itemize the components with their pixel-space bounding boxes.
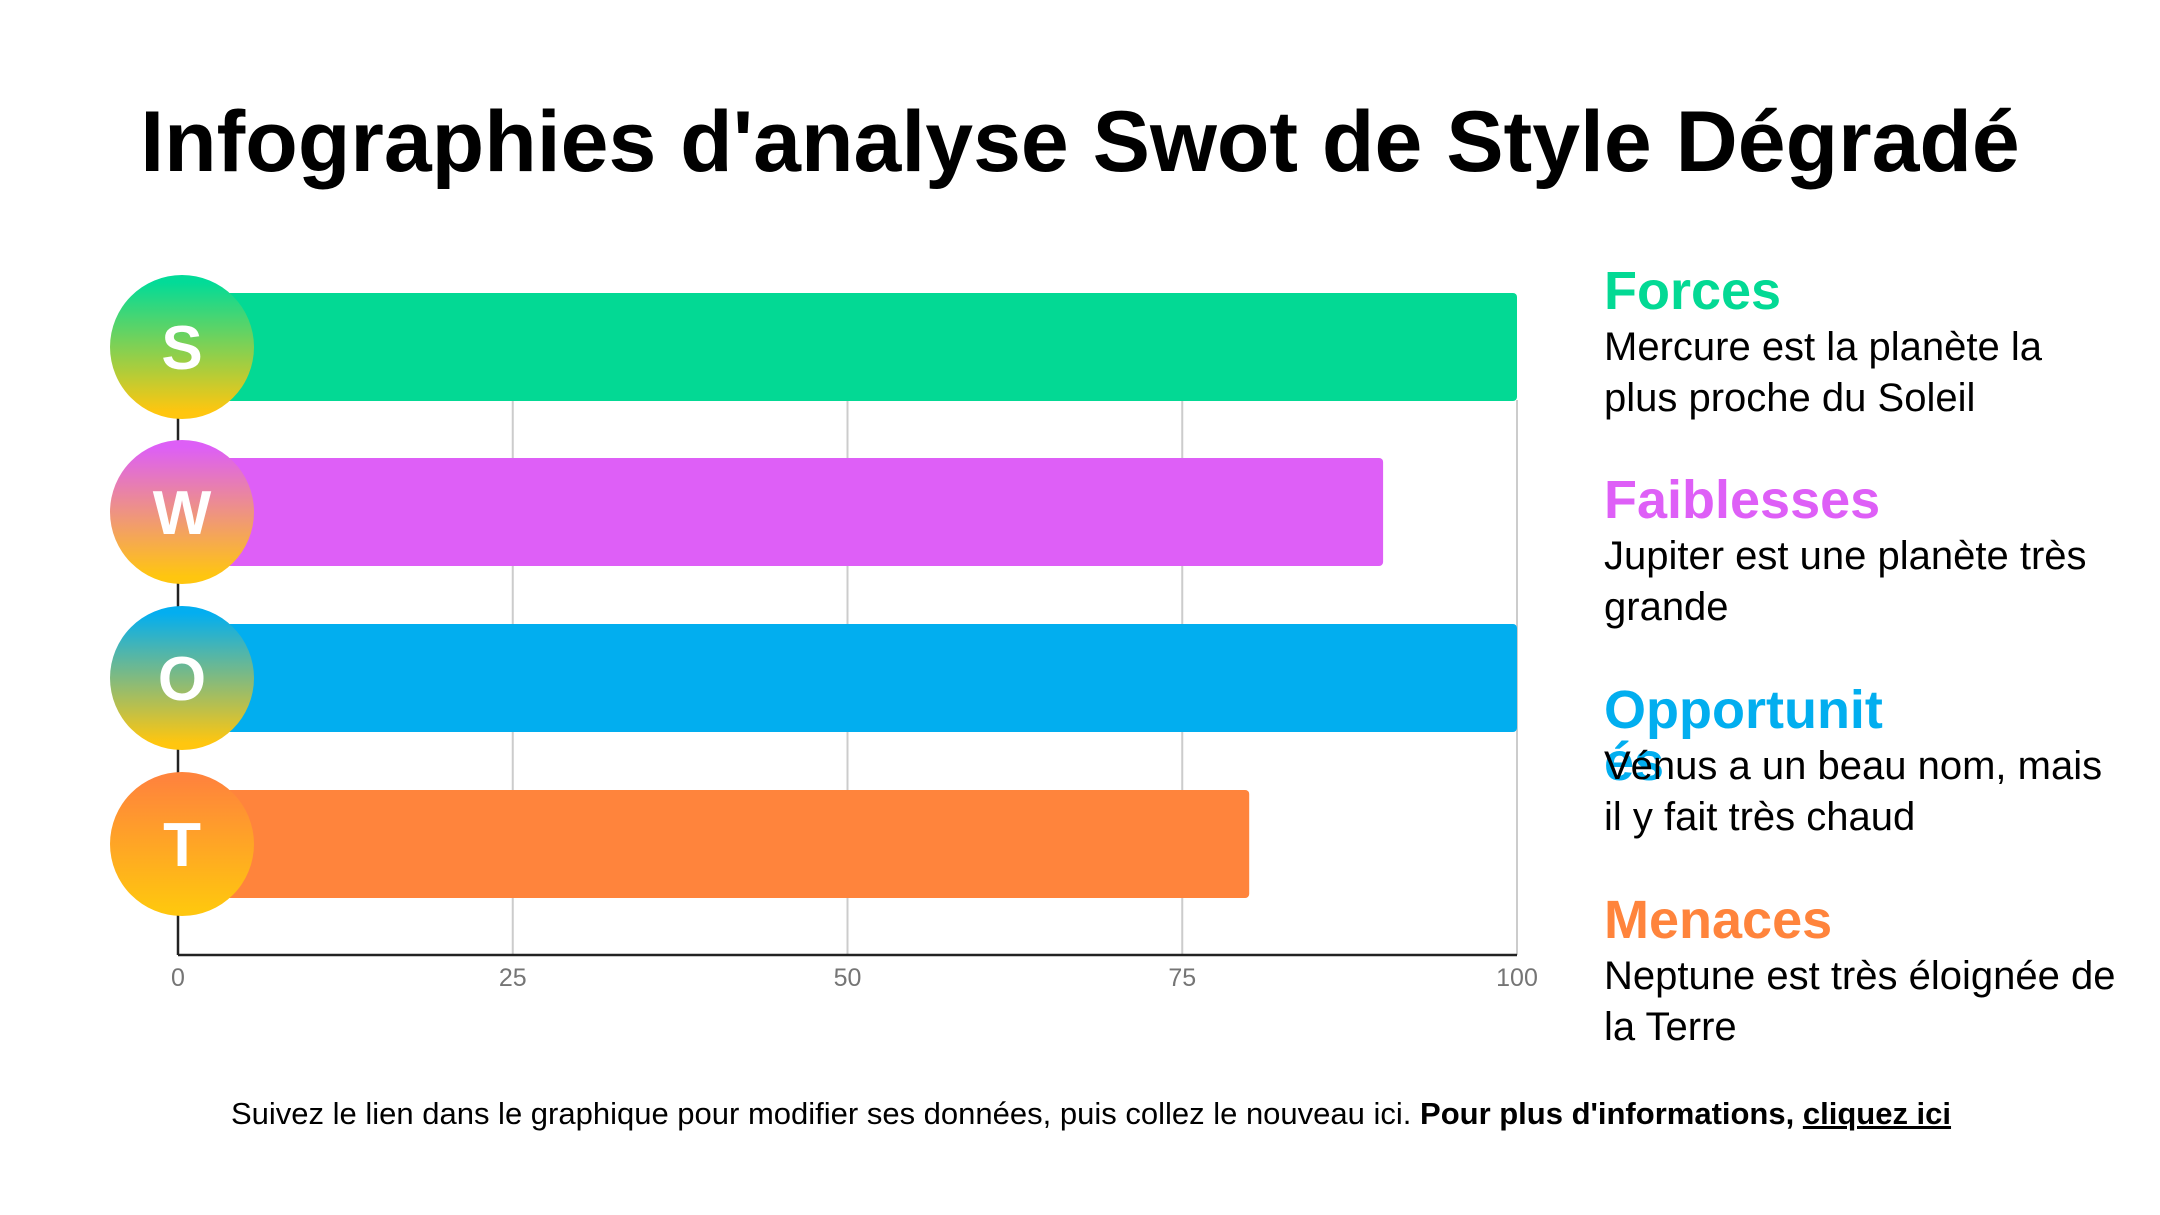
badge-letter-S: S xyxy=(161,314,202,383)
swot-bar-chart[interactable]: S W O T 0 25 50 75 100 xyxy=(0,0,1560,1020)
badge-letter-W: W xyxy=(153,479,212,548)
badge-T xyxy=(110,772,254,916)
footer-text: Suivez le lien dans le graphique pour mo… xyxy=(230,1096,1412,1131)
badge-O xyxy=(110,606,254,750)
legend-forces: Forces Mercure est la planète la plus pr… xyxy=(1604,261,2124,420)
page-title: Infographies d'analyse Swot de Style Dég… xyxy=(140,94,2020,190)
badge-S xyxy=(110,275,254,419)
tick-labels: 0 25 50 75 100 xyxy=(171,964,1538,992)
bars xyxy=(178,293,1517,898)
legend-menaces: Menaces Neptune est très éloignée de la … xyxy=(1604,890,2124,1049)
bar-O[interactable] xyxy=(178,624,1517,732)
tick-label-25: 25 xyxy=(499,964,527,992)
legend-desc-opportunites: Vénus a un beau nom, mais il y fait très… xyxy=(1604,744,2103,839)
bar-W[interactable] xyxy=(178,458,1384,566)
tick-label-75: 75 xyxy=(1168,964,1196,992)
tick-label-100: 100 xyxy=(1496,964,1538,992)
bar-S[interactable] xyxy=(178,293,1517,401)
legend-title-opportunites: Opportunités xyxy=(1604,680,1883,792)
legend-title-faiblesses: Faiblesses xyxy=(1604,470,1881,530)
legend-title-forces: Forces xyxy=(1604,261,1782,321)
footer-note: Suivez le lien dans le graphique pour mo… xyxy=(0,1096,2160,1132)
legend-title-menaces: Menaces xyxy=(1604,890,1833,950)
badges: S W O T xyxy=(110,275,254,916)
legend-faiblesses: Faiblesses Jupiter est une planète très … xyxy=(1604,470,2124,629)
badge-letter-O: O xyxy=(158,645,206,714)
legend-opportunites: Opportunités Vénus a un beau nom, mais i… xyxy=(1604,680,2124,890)
tick-label-50: 50 xyxy=(834,964,862,992)
badge-letter-T: T xyxy=(163,811,201,880)
footer-link[interactable]: cliquez ici xyxy=(1802,1096,1952,1131)
footer-bold: Pour plus d'informations, xyxy=(1420,1096,1795,1131)
badge-W xyxy=(110,440,254,584)
tick-label-0: 0 xyxy=(171,964,185,992)
legend-desc-forces: Mercure est la planète la plus proche du… xyxy=(1604,325,2043,420)
bar-T[interactable] xyxy=(178,790,1250,898)
legend-desc-menaces: Neptune est très éloignée de la Terre xyxy=(1604,954,2116,1049)
legend-desc-faiblesses: Jupiter est une planète très grande xyxy=(1604,534,2087,629)
